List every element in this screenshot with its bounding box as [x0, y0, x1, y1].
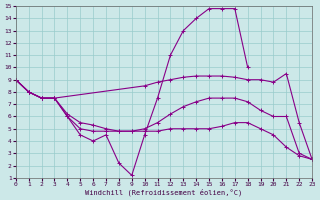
X-axis label: Windchill (Refroidissement éolien,°C): Windchill (Refroidissement éolien,°C)	[85, 188, 243, 196]
